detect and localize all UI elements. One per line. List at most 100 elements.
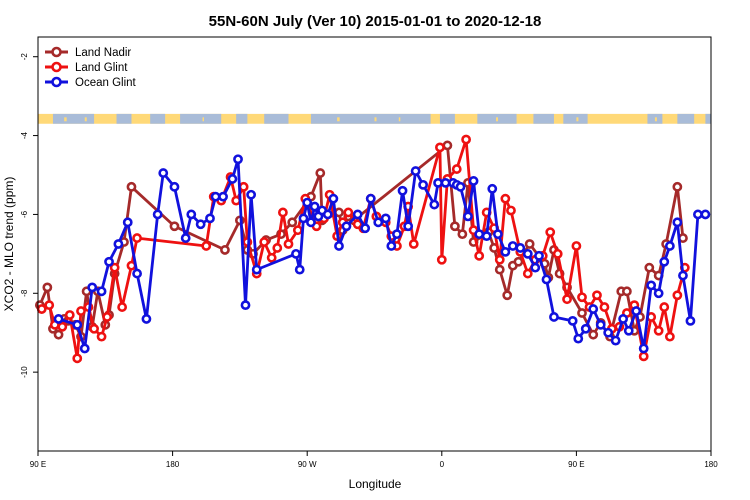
map-strip-land-speck — [84, 117, 87, 122]
data-point — [418, 179, 429, 190]
x-tick-label: 180 — [166, 460, 180, 469]
data-point — [266, 252, 277, 263]
data-point — [96, 331, 107, 342]
data-point — [79, 343, 90, 354]
data-point — [502, 290, 513, 301]
data-point — [562, 294, 572, 305]
data-point — [440, 177, 451, 188]
map-strip-ocean — [264, 113, 289, 124]
map-strip-land-speck — [337, 117, 340, 122]
data-point — [141, 314, 152, 324]
map-strip-ocean — [236, 113, 248, 124]
data-point — [42, 282, 53, 293]
series-ocean-glint — [53, 154, 711, 354]
data-point — [549, 312, 559, 322]
data-point — [500, 193, 511, 204]
data-point — [169, 181, 180, 192]
data-point — [89, 323, 99, 334]
data-point — [44, 300, 55, 311]
map-strip-ocean — [563, 113, 588, 124]
data-point — [653, 325, 664, 336]
data-point — [126, 181, 137, 192]
y-tick-label: -10 — [20, 366, 29, 378]
data-point — [72, 319, 83, 330]
data-point — [638, 343, 649, 354]
legend-label: Land Glint — [75, 62, 128, 74]
legend-label: Ocean Glint — [75, 77, 137, 89]
data-point — [571, 241, 582, 251]
data-point — [451, 164, 462, 174]
map-strip-land-speck — [654, 117, 657, 122]
data-point — [104, 256, 114, 267]
data-point — [205, 213, 215, 224]
data-point — [530, 262, 541, 273]
data-point — [352, 209, 363, 220]
data-point — [302, 197, 313, 208]
data-point — [277, 207, 288, 218]
data-point — [573, 333, 584, 344]
legend-item: Ocean Glint — [45, 76, 137, 89]
data-point — [76, 306, 86, 316]
data-point — [306, 217, 316, 228]
legend-swatch-marker — [51, 76, 62, 88]
data-point — [474, 250, 485, 261]
map-strip-ocean — [677, 113, 695, 124]
data-point — [227, 174, 238, 184]
data-point — [180, 233, 191, 243]
data-point — [644, 262, 655, 273]
data-point — [233, 154, 243, 165]
data-point — [592, 290, 602, 301]
data-point — [158, 168, 169, 178]
data-point — [152, 209, 163, 220]
data-point — [672, 217, 683, 228]
data-point — [507, 241, 518, 251]
data-point — [672, 290, 683, 301]
data-point — [132, 233, 142, 243]
data-point — [599, 302, 610, 312]
data-point — [618, 314, 629, 324]
data-point — [588, 329, 599, 340]
data-point — [610, 335, 621, 346]
data-point — [386, 241, 397, 251]
y-axis-label: XCO2 - MLO trend (ppm) — [2, 177, 16, 312]
data-point — [506, 205, 516, 216]
map-strip-land-speck — [398, 117, 401, 122]
data-point — [455, 181, 466, 192]
data-point — [442, 140, 453, 151]
legend-item: Land Glint — [45, 61, 128, 74]
data-point — [653, 288, 664, 299]
data-point — [240, 300, 251, 311]
data-point — [638, 351, 649, 362]
data-point — [685, 315, 696, 326]
x-tick-label: 0 — [440, 460, 445, 469]
map-strip-ocean — [310, 113, 431, 124]
x-tick-label: 90 E — [30, 460, 46, 469]
x-axis: 90 E 180 90 W 0 90 E 180 — [30, 451, 718, 469]
data-point — [132, 268, 142, 279]
data-point — [403, 221, 414, 232]
y-tick-label: -4 — [20, 131, 29, 139]
data-point — [522, 268, 533, 279]
data-point — [621, 286, 632, 297]
series-layer — [34, 134, 711, 364]
map-strip-ocean — [439, 113, 455, 124]
data-point — [380, 213, 391, 224]
map-strip-land-speck — [64, 117, 67, 122]
map-strip-land-speck — [576, 117, 579, 122]
data-point — [309, 201, 320, 212]
data-point — [291, 248, 301, 259]
data-point — [365, 193, 376, 204]
data-point — [397, 185, 408, 196]
data-point — [53, 314, 64, 324]
data-point — [96, 286, 107, 297]
data-point — [595, 319, 606, 330]
data-point — [294, 264, 305, 275]
data-point — [500, 246, 511, 257]
x-tick-label: 90 E — [568, 460, 584, 469]
data-point — [220, 245, 230, 255]
data-point — [481, 231, 492, 242]
data-point — [515, 243, 526, 253]
data-point — [623, 325, 634, 336]
data-point — [287, 217, 298, 228]
data-point — [392, 229, 402, 240]
